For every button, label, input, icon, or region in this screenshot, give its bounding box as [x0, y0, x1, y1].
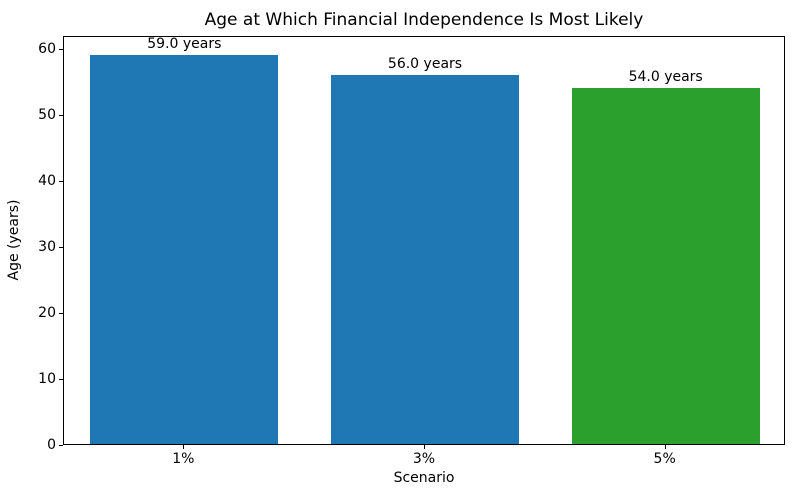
x-tick-mark [183, 445, 185, 449]
y-tick-mark [59, 49, 63, 51]
x-tick-label: 1% [172, 451, 195, 467]
bar-3% [331, 74, 519, 444]
chart-title: Age at Which Financial Independence Is M… [204, 10, 644, 30]
y-tick-label: 10 [38, 371, 56, 388]
bar-1% [90, 54, 279, 444]
y-tick-mark [59, 115, 63, 117]
y-tick-mark [59, 247, 63, 249]
x-tick-mark [664, 445, 666, 449]
bar-value-label: 54.0 years [628, 68, 703, 85]
y-tick-label: 50 [38, 107, 56, 124]
bar-5% [571, 87, 760, 444]
y-tick-label: 20 [38, 305, 56, 322]
y-tick-label: 40 [38, 173, 56, 190]
y-tick-mark [59, 313, 63, 315]
y-tick-mark [59, 379, 63, 381]
x-tick-label: 3% [412, 451, 436, 467]
y-tick-label: 30 [38, 239, 56, 256]
y-tick-mark [59, 445, 63, 446]
x-axis-label: Scenario [393, 470, 455, 486]
y-tick-label: 60 [38, 41, 56, 58]
bar-value-label: 56.0 years [387, 55, 463, 72]
y-tick-mark [59, 181, 63, 183]
plot-area: 59.0 years 56.0 years 54.0 years [63, 36, 785, 445]
x-tick-label: 5% [653, 451, 676, 467]
bar-value-label: 59.0 years [147, 35, 222, 52]
x-tick-mark [424, 445, 425, 449]
y-tick-label: 0 [47, 437, 56, 453]
